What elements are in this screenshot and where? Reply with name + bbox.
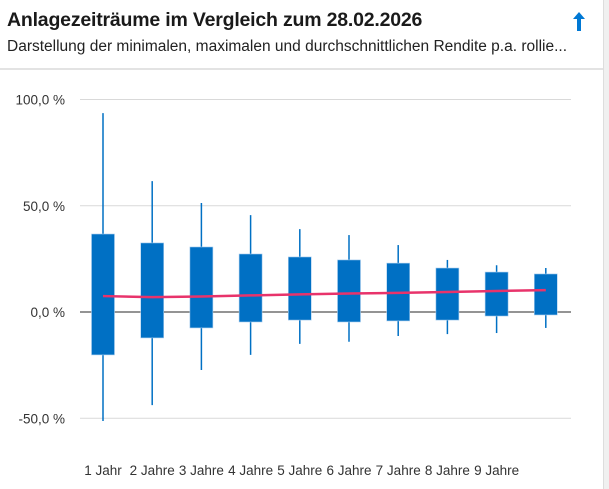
candle-box	[287, 256, 312, 321]
x-tick-label: 7 Jahre	[376, 463, 421, 478]
arrow-up-icon[interactable]	[569, 9, 589, 33]
x-tick-label: 4 Jahre	[228, 463, 273, 478]
y-tick-label: 0,0 %	[30, 305, 65, 320]
candle-box	[238, 253, 263, 323]
candle-box	[189, 246, 214, 329]
x-tick-label: 5 Jahre	[277, 463, 322, 478]
x-tick-label: 1 Jahr	[84, 463, 122, 478]
x-tick-label: 8 Jahre	[425, 463, 470, 478]
candle-box	[533, 273, 558, 316]
candlestick-chart: 100,0 % 50,0 % 0,0 % -50,0 % 1 Jahr 2 Jahre 3 …	[15, 93, 571, 478]
x-tick-label: 6 Jahre	[326, 463, 371, 478]
candle-box	[140, 242, 164, 339]
x-tick-label: 3 Jahre	[179, 463, 224, 478]
chart-title: Anlagezeiträume im Vergleich zum 28.02.2…	[7, 9, 423, 31]
candle-box	[484, 271, 509, 317]
y-tick-label: 50,0 %	[23, 199, 65, 214]
chart-subtitle: Darstellung der minimalen, maximalen und…	[7, 38, 567, 55]
x-tick-label: 2 Jahre	[130, 463, 175, 478]
y-tick-label: -50,0 %	[18, 411, 65, 426]
y-tick-label: 100,0 %	[15, 93, 65, 108]
x-tick-label: 9 Jahre	[474, 463, 519, 478]
candle-box	[435, 267, 460, 321]
scrollbar[interactable]	[603, 0, 609, 489]
candle-box	[91, 233, 115, 356]
average-line	[102, 288, 546, 299]
candle-box	[337, 259, 361, 323]
header-divider	[0, 68, 603, 70]
